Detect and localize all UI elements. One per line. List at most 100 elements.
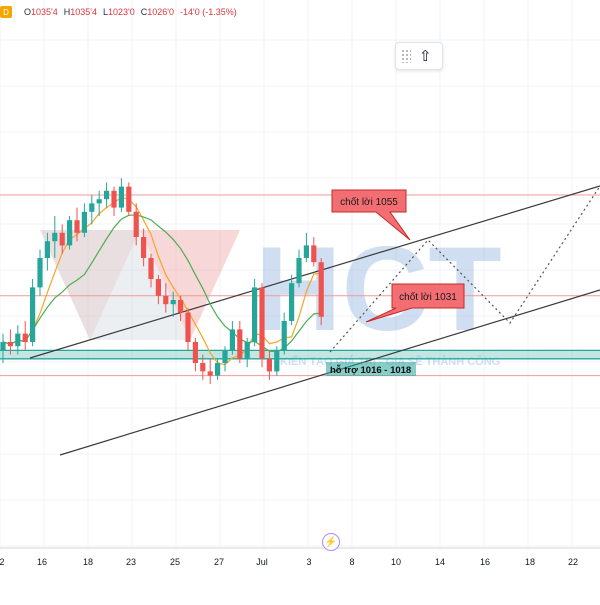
trend-upper bbox=[29, 185, 600, 359]
candle bbox=[15, 325, 21, 355]
candle bbox=[22, 321, 28, 351]
candle bbox=[74, 207, 80, 242]
candle-body bbox=[200, 363, 206, 372]
ma-fast-line bbox=[2, 196, 322, 366]
candle bbox=[44, 232, 50, 271]
target-callout-1055: chốt lời 1055 bbox=[331, 189, 411, 241]
close-value: C1026'0 bbox=[140, 7, 175, 17]
candle-body bbox=[0, 342, 6, 351]
x-tick-label: 23 bbox=[126, 557, 136, 567]
support-label: hỗ trợ 1016 - 1018 bbox=[326, 362, 416, 376]
candle-body bbox=[274, 350, 280, 372]
x-tick-label: 14 bbox=[435, 557, 445, 567]
candle bbox=[30, 279, 36, 347]
candle bbox=[59, 224, 65, 254]
candle bbox=[192, 337, 198, 372]
candle-body bbox=[44, 241, 50, 258]
watermark-diamond-right bbox=[140, 230, 240, 340]
candle bbox=[200, 354, 206, 380]
watermark-diamond-mid bbox=[40, 230, 190, 340]
candle-body bbox=[296, 258, 302, 284]
support-label-bg bbox=[326, 362, 416, 376]
candle-body bbox=[289, 283, 295, 321]
callout-label: chốt lời 1055 bbox=[340, 196, 398, 208]
candle-body bbox=[7, 342, 13, 347]
candle-body bbox=[178, 300, 184, 313]
candle bbox=[311, 237, 317, 267]
candle bbox=[289, 274, 295, 326]
candle-body bbox=[141, 237, 147, 258]
arrow-up-icon[interactable]: ⇧ bbox=[419, 47, 432, 65]
candle-body bbox=[318, 262, 324, 317]
candle-body bbox=[59, 232, 65, 246]
x-tick-label: 22 bbox=[568, 557, 578, 567]
candle-body bbox=[148, 258, 154, 279]
candle bbox=[0, 333, 6, 363]
candle-body bbox=[281, 321, 287, 351]
candle bbox=[318, 258, 324, 326]
candle bbox=[229, 321, 235, 355]
candle bbox=[252, 279, 258, 347]
support-zone bbox=[0, 350, 600, 359]
candle-body bbox=[15, 333, 21, 347]
interval-badge[interactable]: D bbox=[0, 6, 12, 18]
candle-body bbox=[126, 186, 132, 212]
candle-body bbox=[222, 350, 228, 363]
candle-body bbox=[207, 371, 213, 376]
candle-body bbox=[155, 279, 161, 296]
candle bbox=[170, 291, 176, 317]
floating-toolbar[interactable]: ⇧ bbox=[395, 42, 443, 70]
ohlc-legend: D O1035'4 H1035'4 L1023'0 C1026'0 -14'0 … bbox=[0, 4, 237, 20]
candle-body bbox=[81, 211, 87, 233]
low-value: L1023'0 bbox=[103, 7, 135, 17]
x-tick-label: Jul bbox=[256, 557, 268, 567]
x-tick-label: 16 bbox=[37, 557, 47, 567]
candle bbox=[163, 283, 169, 313]
candle-body bbox=[74, 220, 80, 233]
callout-box bbox=[365, 283, 465, 323]
candle bbox=[96, 190, 102, 216]
ma-slow-line bbox=[2, 214, 322, 353]
candle-body bbox=[259, 287, 265, 359]
high-value: H1035'4 bbox=[63, 7, 98, 17]
candle-body bbox=[215, 363, 221, 376]
grip-icon[interactable] bbox=[401, 49, 411, 63]
candle-body bbox=[163, 295, 169, 305]
x-tick-label: 3 bbox=[306, 557, 311, 567]
candle bbox=[126, 182, 132, 216]
x-tick-label: 2 bbox=[0, 557, 5, 567]
lightning-icon[interactable]: ⚡ bbox=[322, 533, 340, 551]
candle bbox=[185, 308, 191, 351]
candle bbox=[274, 346, 280, 376]
candle bbox=[281, 312, 287, 355]
candle bbox=[67, 216, 73, 250]
candle-body bbox=[111, 190, 117, 208]
candle-body bbox=[37, 258, 43, 288]
candle bbox=[7, 329, 13, 355]
candle bbox=[296, 249, 302, 288]
open-value: O1035'4 bbox=[24, 7, 58, 17]
candle bbox=[104, 182, 110, 208]
candle-body bbox=[22, 333, 28, 342]
candle-body bbox=[266, 358, 272, 372]
candle bbox=[266, 350, 272, 380]
candle-body bbox=[229, 329, 235, 351]
candle bbox=[37, 249, 43, 296]
x-tick-label: 18 bbox=[525, 557, 535, 567]
candle-body bbox=[303, 245, 309, 258]
candle bbox=[215, 358, 221, 380]
candle-body bbox=[170, 300, 176, 305]
callout-box bbox=[331, 189, 411, 241]
watermark-diamond-left bbox=[40, 230, 140, 340]
candle-body bbox=[244, 342, 250, 359]
candle bbox=[222, 346, 228, 372]
candle-body bbox=[30, 287, 36, 342]
candle bbox=[141, 228, 147, 267]
candle-body bbox=[67, 220, 73, 246]
candle-body bbox=[237, 329, 243, 359]
target-callout-1031: chốt lời 1031 bbox=[365, 283, 465, 323]
candle bbox=[52, 216, 58, 258]
